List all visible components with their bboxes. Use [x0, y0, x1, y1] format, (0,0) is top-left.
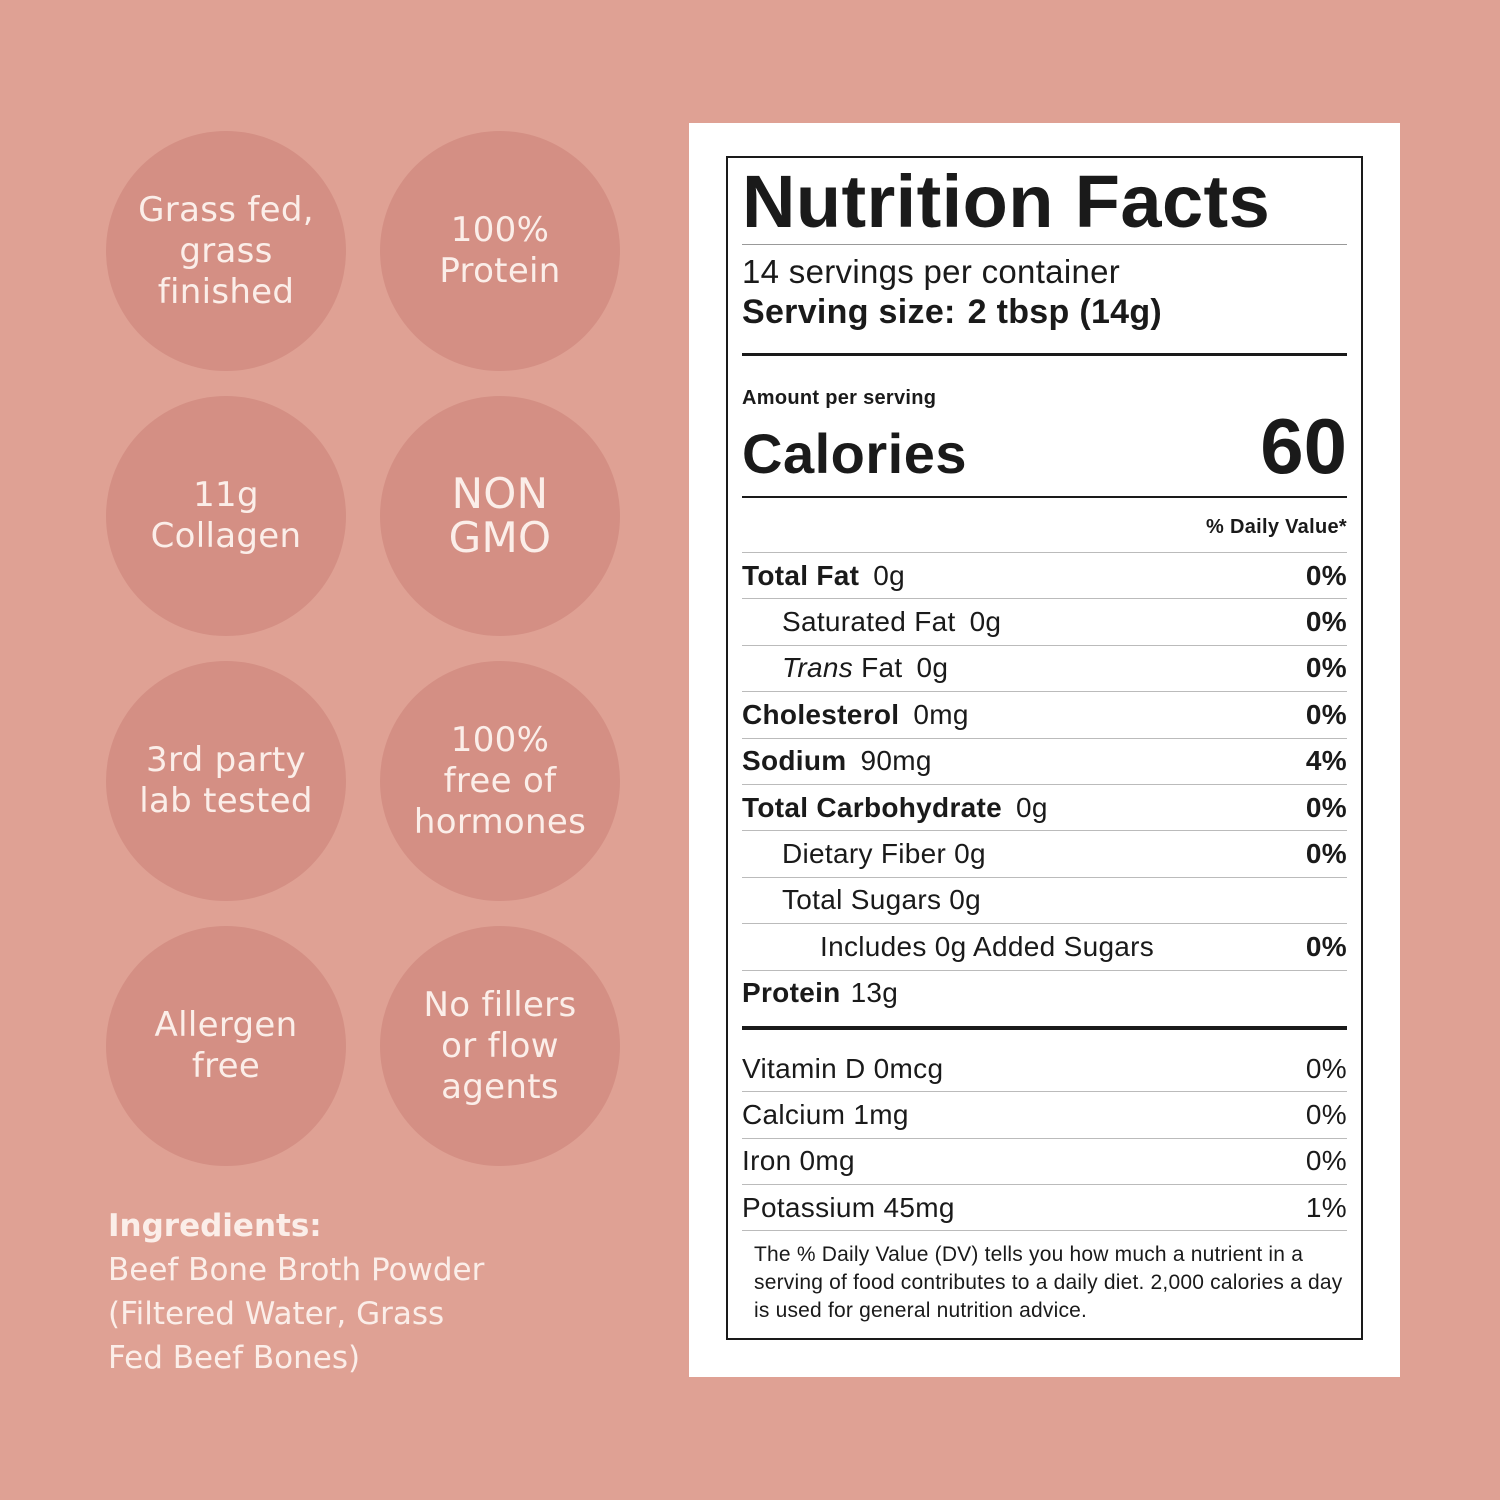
nutrient-name: Fat — [861, 652, 903, 684]
badge-label: 3rd party lab tested — [139, 740, 313, 821]
vitamin-pct: 0% — [1305, 1098, 1347, 1130]
vitamin-row: Calcium 1mg 0% — [742, 1092, 1347, 1139]
badge-non-gmo: NON GMO — [380, 396, 620, 636]
nutrient-amount: 0g — [916, 652, 949, 684]
calories-row: Calories 60 — [742, 406, 1347, 486]
nutrient-row: Cholesterol 0mg 0% — [742, 691, 1347, 737]
nutrient-name: Sodium — [742, 745, 847, 777]
badge-grass-fed: Grass fed, grass finished — [106, 131, 346, 371]
vitamin-name: Calcium — [742, 1098, 846, 1130]
nutrient-pct: 0% — [1305, 791, 1347, 823]
nutrient-name: Total Carbohydrate — [742, 791, 1003, 823]
divider — [742, 353, 1347, 356]
calories-label: Calories — [742, 422, 967, 485]
nutrient-amount: 0g — [949, 884, 981, 916]
nutrition-facts-panel: Nutrition Facts 14 servings per containe… — [726, 156, 1363, 1340]
serving-size: Serving size: 2 tbsp (14g) — [742, 291, 1347, 333]
vitamin-row: Vitamin D 0mcg 0% — [742, 1046, 1347, 1093]
nutrient-amount: 0g — [969, 606, 1002, 638]
vitamin-name: Iron — [742, 1145, 792, 1177]
badge-label: Grass fed, grass finished — [138, 189, 314, 312]
ingredients-text: Beef Bone Broth Powder (Filtered Water, … — [108, 1252, 485, 1376]
badge-hormone-free: 100% free of hormones — [380, 661, 620, 901]
calories-value: 60 — [1260, 402, 1347, 490]
nutrient-pct: 0% — [1305, 930, 1347, 962]
vitamin-amount: 45mg — [883, 1191, 955, 1223]
vitamin-name: Potassium — [742, 1191, 876, 1223]
serving-size-value: 2 tbsp (14g) — [967, 293, 1163, 331]
nutrient-name-italic: Trans — [782, 652, 853, 684]
vitamin-name: Vitamin D — [742, 1052, 866, 1084]
badge-protein: 100% Protein — [380, 131, 620, 371]
nutrient-name: Saturated Fat — [782, 606, 956, 638]
badge-lab-tested: 3rd party lab tested — [106, 661, 346, 901]
nutrient-pct: 0% — [1305, 559, 1347, 591]
badge-label: NON GMO — [448, 469, 552, 562]
nutrient-name: Cholesterol — [742, 698, 900, 730]
badge-no-fillers: No fillers or flow agents — [380, 926, 620, 1166]
ingredients-block: Ingredients: Beef Bone Broth Powder (Fil… — [108, 1204, 484, 1380]
amount-per-serving: Amount per serving — [742, 387, 937, 409]
badge-collagen: 11g Collagen — [106, 396, 346, 636]
vitamin-amount: 0mg — [799, 1145, 855, 1177]
nutrient-name: Total Fat — [742, 559, 860, 591]
nutrient-row: Saturated Fat 0g 0% — [742, 598, 1347, 644]
nutrient-amount: 0g — [873, 559, 906, 591]
daily-value-header: % Daily Value* — [1206, 516, 1347, 538]
nutrient-pct: 4% — [1305, 745, 1347, 777]
nutrient-row: Total Sugars 0g — [742, 876, 1347, 923]
nutrient-row: Protein 13g — [742, 969, 1347, 1016]
nutrient-amount: 0g — [1016, 791, 1048, 823]
nutrient-row: Trans Fat 0g 0% — [742, 644, 1347, 691]
badge-allergen-free: Allergen free — [106, 926, 346, 1166]
nutrient-row: Dietary Fiber 0g 0% — [742, 830, 1347, 876]
nutrient-name: Total Sugars — [782, 884, 942, 916]
nutrient-pct: 0% — [1305, 838, 1347, 870]
vitamin-row: Potassium 45mg 1% — [742, 1185, 1347, 1232]
vitamin-row: Iron 0mg 0% — [742, 1139, 1347, 1186]
vitamin-pct: 1% — [1305, 1191, 1347, 1223]
nutrition-card — [689, 123, 1400, 1377]
badge-label: 11g Collagen — [150, 475, 302, 556]
badge-label: Allergen free — [154, 1005, 298, 1086]
nutrient-name: Protein — [742, 977, 841, 1009]
badge-label: 100% free of hormones — [413, 719, 587, 842]
nutrient-pct: 0% — [1305, 652, 1347, 684]
badge-label: No fillers or flow agents — [423, 984, 577, 1107]
vitamin-pct: 0% — [1305, 1145, 1347, 1177]
nutrient-name: Dietary Fiber — [782, 838, 947, 870]
nutrient-row: Sodium 90mg 4% — [742, 737, 1347, 784]
ingredients-title: Ingredients: — [108, 1208, 322, 1244]
vitamin-amount: 0mcg — [873, 1052, 944, 1084]
nutrient-row: Total Fat 0g 0% — [742, 552, 1347, 598]
nutrient-amount: 90mg — [860, 745, 932, 777]
nutrient-amount: 0g — [954, 838, 986, 870]
nutrient-amount: 13g — [850, 977, 899, 1009]
vitamin-pct: 0% — [1305, 1052, 1347, 1084]
divider — [742, 1025, 1347, 1030]
nutrient-pct: 0% — [1305, 606, 1347, 638]
serving-size-label: Serving size: — [742, 293, 956, 331]
badge-label: 100% Protein — [439, 210, 561, 291]
nutrient-row: Includes 0g Added Sugars 0% — [742, 923, 1347, 969]
servings-per-container: 14 servings per container — [742, 253, 1121, 290]
nutrient-row: Total Carbohydrate 0g 0% — [742, 783, 1347, 830]
divider — [742, 496, 1347, 498]
divider — [742, 244, 1347, 245]
nutrient-name: Includes 0g Added Sugars — [820, 930, 1155, 962]
nutrient-amount: 0mg — [913, 698, 969, 730]
nutrition-title: Nutrition Facts — [742, 160, 1271, 243]
vitamin-amount: 1mg — [853, 1098, 909, 1130]
daily-value-footnote: The % Daily Value (DV) tells you how muc… — [754, 1243, 1343, 1323]
nutrient-pct: 0% — [1305, 698, 1347, 730]
